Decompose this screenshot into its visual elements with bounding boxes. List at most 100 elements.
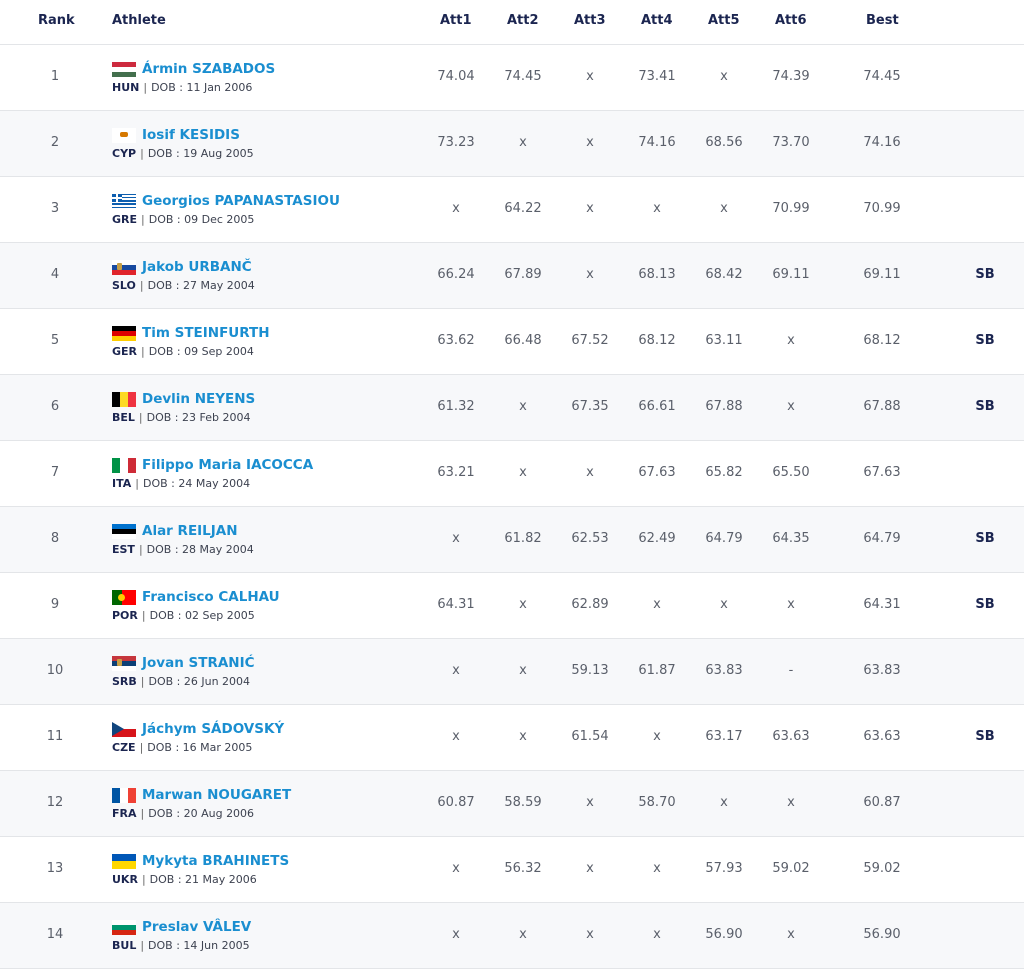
season-best-badge: SB: [975, 729, 995, 744]
attempt-4-cell: 68.13: [638, 267, 676, 282]
attempt-1-cell: x: [452, 201, 460, 216]
rank-cell: 5: [50, 333, 60, 348]
table-row: 6 Devlin NEYENS BEL | DOB : 23 Feb 2004 61.32…: [0, 375, 1024, 441]
athlete-name-link[interactable]: Devlin NEYENS: [142, 391, 256, 407]
table-row: 2 Iosif KESIDIS CYP | DOB : 19 Aug 2005 73.23…: [0, 111, 1024, 177]
best-cell: 56.90: [863, 927, 901, 942]
rank-cell: 8: [50, 531, 60, 546]
flag-srb-icon: [112, 655, 136, 671]
attempt-5-cell: x: [720, 69, 728, 84]
attempt-3-cell: x: [586, 267, 594, 282]
nationality-code: EST: [112, 543, 135, 556]
nationality-code: CYP: [112, 147, 137, 160]
athlete-name-link[interactable]: Jakob URBANČ: [142, 259, 252, 275]
attempt-6-cell: 73.70: [772, 135, 810, 150]
separator: |: [143, 81, 148, 94]
dob-value: 11 Jan 2006: [186, 81, 253, 94]
best-cell: 67.88: [863, 399, 901, 414]
attempt-2-cell: x: [519, 729, 527, 744]
flag-cyp-icon: [112, 127, 136, 143]
athlete-name-link[interactable]: Jovan STRANIĆ: [142, 655, 255, 671]
dob-label: DOB :: [148, 213, 185, 226]
attempt-4-cell: 62.49: [638, 531, 676, 546]
athlete-cell: Tim STEINFURTH GER | DOB : 09 Sep 2004: [112, 323, 270, 358]
attempt-1-cell: 64.31: [437, 597, 475, 612]
attempt-2-cell: 74.45: [504, 69, 542, 84]
flag-gre-icon: [112, 193, 136, 209]
athlete-name-link[interactable]: Marwan NOUGARET: [142, 787, 292, 803]
table-row: 10 Jovan STRANIĆ SRB | DOB : 26 Jun 2004 x x 59…: [0, 639, 1024, 705]
table-row: 3 Georgios PAPANASTASIOU GRE | DOB : 09 Dec …: [0, 177, 1024, 243]
nationality-code: BEL: [112, 411, 135, 424]
header-att3: Att3: [574, 13, 606, 28]
nationality-code: GER: [112, 345, 138, 358]
attempt-6-cell: x: [787, 795, 795, 810]
header-att4: Att4: [641, 13, 673, 28]
attempt-5-cell: 67.88: [705, 399, 743, 414]
nationality-code: SLO: [112, 279, 136, 292]
athlete-name-link[interactable]: Ármin SZABADOS: [142, 61, 276, 77]
best-cell: 67.63: [863, 465, 901, 480]
athlete-name-link[interactable]: Tim STEINFURTH: [142, 325, 270, 341]
attempt-1-cell: 74.04: [437, 69, 475, 84]
separator: |: [138, 411, 143, 424]
attempt-6-cell: 70.99: [772, 201, 810, 216]
best-cell: 70.99: [863, 201, 901, 216]
nationality-code: POR: [112, 609, 138, 622]
best-cell: 68.12: [863, 333, 901, 348]
dob-label: DOB :: [148, 675, 184, 688]
athlete-name-link[interactable]: Iosif KESIDIS: [142, 127, 240, 143]
attempt-1-cell: x: [452, 729, 460, 744]
separator: |: [140, 147, 144, 160]
table-row: 14 Preslav VÂLEV BUL | DOB : 14 Jun 2005 x x x x…: [0, 903, 1024, 969]
dob-label: DOB :: [148, 345, 185, 358]
flag-fra-icon: [112, 787, 136, 803]
attempt-6-cell: x: [787, 333, 795, 348]
attempt-5-cell: x: [720, 597, 728, 612]
season-best-badge: SB: [975, 597, 995, 612]
attempt-2-cell: x: [519, 399, 527, 414]
athlete-cell: Jakob URBANČ SLO | DOB : 27 May 2004: [112, 257, 255, 292]
dob-label: DOB :: [146, 543, 183, 556]
season-best-badge: SB: [975, 531, 995, 546]
dob-value: 24 May 2004: [178, 477, 251, 490]
dob-value: 14 Jun 2005: [183, 939, 250, 952]
separator: |: [139, 279, 144, 292]
best-cell: 60.87: [863, 795, 901, 810]
header-att1: Att1: [440, 13, 472, 28]
attempt-3-cell: 67.52: [571, 333, 609, 348]
attempt-5-cell: x: [720, 795, 728, 810]
season-best-badge: SB: [975, 333, 995, 348]
attempt-1-cell: x: [452, 663, 460, 678]
attempt-4-cell: 74.16: [638, 135, 676, 150]
dob-label: DOB :: [149, 873, 186, 886]
athlete-name-link[interactable]: Jáchym SÁDOVSKÝ: [142, 721, 285, 737]
dob-value: 09 Sep 2004: [184, 345, 254, 358]
attempt-4-cell: 66.61: [638, 399, 676, 414]
athlete-name-link[interactable]: Mykyta BRAHINETS: [142, 853, 290, 869]
best-cell: 74.16: [863, 135, 901, 150]
dob-label: DOB :: [148, 939, 184, 952]
rank-cell: 10: [46, 663, 64, 678]
athlete-name-link[interactable]: Francisco CALHAU: [142, 589, 280, 605]
attempt-3-cell: 59.13: [571, 663, 609, 678]
attempt-1-cell: 61.32: [437, 399, 475, 414]
attempt-1-cell: 66.24: [437, 267, 475, 282]
dob-value: 16 Mar 2005: [182, 741, 253, 754]
dob-label: DOB :: [148, 807, 184, 820]
attempt-2-cell: 61.82: [504, 531, 542, 546]
athlete-name-link[interactable]: Alar REILJAN: [142, 523, 238, 539]
dob-value: 27 May 2004: [182, 279, 255, 292]
dob-label: DOB :: [147, 147, 184, 160]
nationality-code: GRE: [112, 213, 138, 226]
attempt-4-cell: 58.70: [638, 795, 676, 810]
attempt-3-cell: x: [586, 465, 594, 480]
attempt-5-cell: 63.11: [705, 333, 743, 348]
flag-bel-icon: [112, 391, 136, 407]
attempt-6-cell: -: [788, 663, 794, 678]
athlete-name-link[interactable]: Georgios PAPANASTASIOU: [142, 193, 340, 209]
dob-value: 26 Jun 2004: [183, 675, 251, 688]
athlete-name-link[interactable]: Preslav VÂLEV: [142, 919, 252, 935]
athlete-name-link[interactable]: Filippo Maria IACOCCA: [142, 457, 314, 473]
rank-cell: 9: [50, 597, 60, 612]
